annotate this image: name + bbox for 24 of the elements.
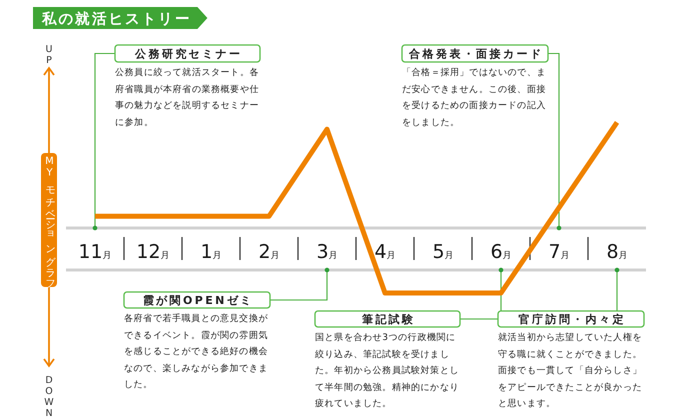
x-tick-label: 1月	[200, 241, 222, 263]
text: 公務研究セミナー	[134, 48, 242, 60]
annotation: 「合格＝採用」ではないので、まだ安心できません。この後、面接を受けるための面接カードの記入をしました。	[402, 66, 547, 130]
annotation: 公務員に絞って就活スタート。各府省職員が本府省の業務概要や仕事の魅力などを説明するセミナーに参加。	[115, 66, 260, 130]
x-tick-label: 12月	[136, 241, 170, 263]
text: DOWN	[44, 375, 54, 419]
x-tick-label: 7月	[548, 241, 570, 263]
x-tick-label: 2月	[258, 241, 280, 263]
text: UP	[44, 44, 54, 66]
y-axis-title: MYモチベーショングラフ	[41, 153, 57, 287]
x-tick-label: 4月	[374, 241, 396, 263]
x-tick-label: 3月	[316, 241, 338, 263]
text: 各府省で若手職員との意見交換ができるイベント。霞が関の雰囲気を感じることができる絶好の機会なので、楽しみながら参加できました。	[124, 312, 269, 392]
text: 筆記試験	[360, 313, 416, 326]
text: 国と県を合わせ3つの行政機関に絞り込み、筆記試験を受けました。年初から公務員試験対策として半年間の勉強。精神的にかなり疲れていました。	[315, 332, 460, 411]
x-tick-label: 6月	[490, 241, 512, 263]
text: 就活当初から志望していた人権を守る職に就くことができました。面接でも一貫して「自分らしさ」をアピールできたことが良かったと思います。	[498, 332, 643, 411]
text: 霞が関OPENゼミ	[142, 294, 254, 307]
x-tick-label: 5月	[432, 241, 454, 263]
x-tick-label: 8月	[606, 241, 628, 263]
chart-title: 私の就活ヒストリー	[41, 10, 192, 28]
x-tick-label: 11月	[78, 241, 112, 263]
text: 合格発表・面接カード	[408, 48, 544, 60]
text: 官庁訪問・内々定	[518, 313, 626, 326]
